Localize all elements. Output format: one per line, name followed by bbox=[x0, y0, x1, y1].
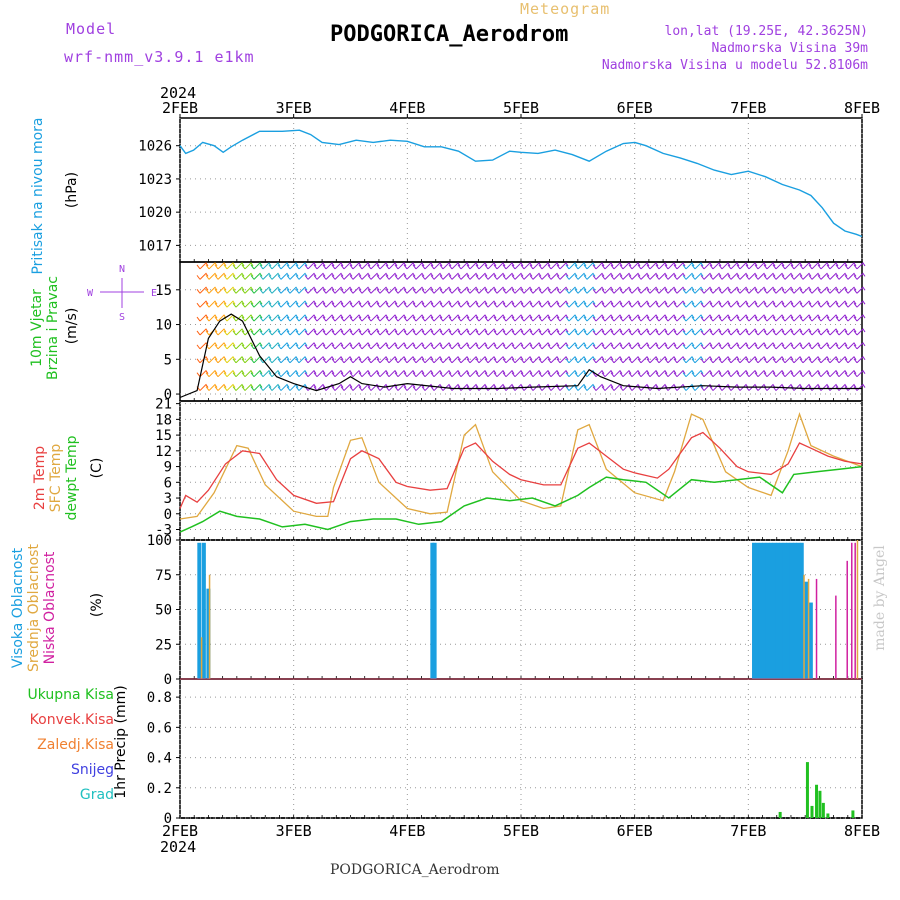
cloud-bar-0 bbox=[796, 543, 800, 679]
cloud-bar-0 bbox=[197, 543, 201, 679]
y-tick-3-75: 75 bbox=[155, 568, 172, 584]
x-tick-bottom-7FEB: 7FEB bbox=[730, 822, 766, 840]
cloud-bar-2 bbox=[846, 561, 848, 679]
wind-barbs bbox=[197, 263, 865, 391]
y-tick-0-1023: 1023 bbox=[138, 172, 172, 188]
y-tick-2-0: 0 bbox=[164, 507, 172, 523]
2m-temp-line bbox=[180, 433, 862, 509]
precip-bar bbox=[826, 813, 829, 818]
x-tick-bottom-5FEB: 5FEB bbox=[503, 822, 539, 840]
compass-s: S bbox=[119, 312, 125, 323]
cloud-bar-1 bbox=[209, 575, 211, 679]
compass-e: E bbox=[151, 288, 157, 299]
x-tick-bottom-8FEB: 8FEB bbox=[844, 822, 880, 840]
cloud-bar-0 bbox=[755, 543, 759, 679]
cloud-bar-1 bbox=[808, 579, 810, 679]
compass-w: W bbox=[87, 288, 94, 299]
cloud-bar-0 bbox=[786, 543, 790, 679]
cloud-bar-2 bbox=[816, 579, 818, 679]
y-tick-0-1020: 1020 bbox=[138, 205, 172, 221]
y-tick-3-50: 50 bbox=[155, 603, 172, 619]
cloud-bar-0 bbox=[769, 543, 773, 679]
cloud-bar-0 bbox=[779, 543, 783, 679]
precip-bar bbox=[779, 812, 782, 818]
y-tick-3-0: 0 bbox=[164, 672, 172, 688]
cloud-bar-0 bbox=[759, 543, 763, 679]
y-tick-4-0: 0 bbox=[164, 811, 172, 827]
cloud-bar-0 bbox=[776, 543, 780, 679]
y-tick-3-25: 25 bbox=[155, 637, 172, 653]
precip-bar bbox=[810, 806, 813, 818]
x-tick-bottom-3FEB: 3FEB bbox=[276, 822, 312, 840]
y-tick-3-100: 100 bbox=[147, 533, 172, 549]
y-tick-2-9: 9 bbox=[164, 460, 172, 476]
y-tick-1-5: 5 bbox=[164, 352, 172, 368]
cloud-bar-0 bbox=[766, 543, 770, 679]
y-tick-2-3: 3 bbox=[164, 491, 172, 507]
cloud-bar-0 bbox=[762, 543, 766, 679]
cloud-bar-0 bbox=[800, 543, 804, 679]
y-tick-2-18: 18 bbox=[155, 412, 172, 428]
y-tick-4-0.8: 0.8 bbox=[147, 690, 172, 706]
cloud-bar-0 bbox=[809, 603, 813, 679]
cloud-bar-0 bbox=[793, 543, 797, 679]
panel-frame-0 bbox=[180, 118, 862, 262]
cloud-bar-1 bbox=[201, 637, 203, 679]
y-tick-4-0.6: 0.6 bbox=[147, 720, 172, 736]
cloud-bar-0 bbox=[202, 543, 206, 679]
footer-station: PODGORICA_Aerodrom bbox=[330, 862, 500, 878]
cloud-bar-0 bbox=[790, 543, 794, 679]
cloud-bar-0 bbox=[783, 543, 787, 679]
y-tick-1-10: 10 bbox=[155, 318, 172, 334]
cloud-bar-0 bbox=[772, 543, 776, 679]
precip-bar bbox=[815, 785, 818, 818]
compass-n: N bbox=[119, 264, 125, 275]
cloud-bar-2 bbox=[835, 596, 837, 679]
y-tick-0-1026: 1026 bbox=[138, 139, 172, 155]
cloud-bar-0 bbox=[752, 543, 756, 679]
precip-bar bbox=[806, 762, 809, 818]
y-tick-2-12: 12 bbox=[155, 444, 172, 460]
y-tick-2-6: 6 bbox=[164, 475, 172, 491]
y-tick-4-0.4: 0.4 bbox=[147, 751, 172, 767]
cloud-bar-2 bbox=[854, 543, 856, 679]
cloud-bar-1 bbox=[803, 575, 805, 679]
y-tick-4-0.2: 0.2 bbox=[147, 781, 172, 797]
precip-bar bbox=[851, 810, 854, 818]
y-tick-1-15: 15 bbox=[155, 283, 172, 299]
year-bottom: 2024 bbox=[160, 838, 196, 856]
cloud-bar-1 bbox=[857, 540, 859, 679]
y-tick-0-1017: 1017 bbox=[138, 238, 172, 254]
x-tick-bottom-6FEB: 6FEB bbox=[617, 822, 653, 840]
cloud-bar-0 bbox=[433, 543, 437, 679]
x-tick-bottom-4FEB: 4FEB bbox=[389, 822, 425, 840]
y-tick-2-15: 15 bbox=[155, 428, 172, 444]
precip-bar bbox=[822, 803, 825, 818]
precip-bar bbox=[818, 791, 821, 818]
y-tick-2-21: 21 bbox=[155, 397, 172, 413]
cloud-bar-2 bbox=[851, 543, 853, 679]
cloud-bar-0 bbox=[804, 582, 808, 679]
